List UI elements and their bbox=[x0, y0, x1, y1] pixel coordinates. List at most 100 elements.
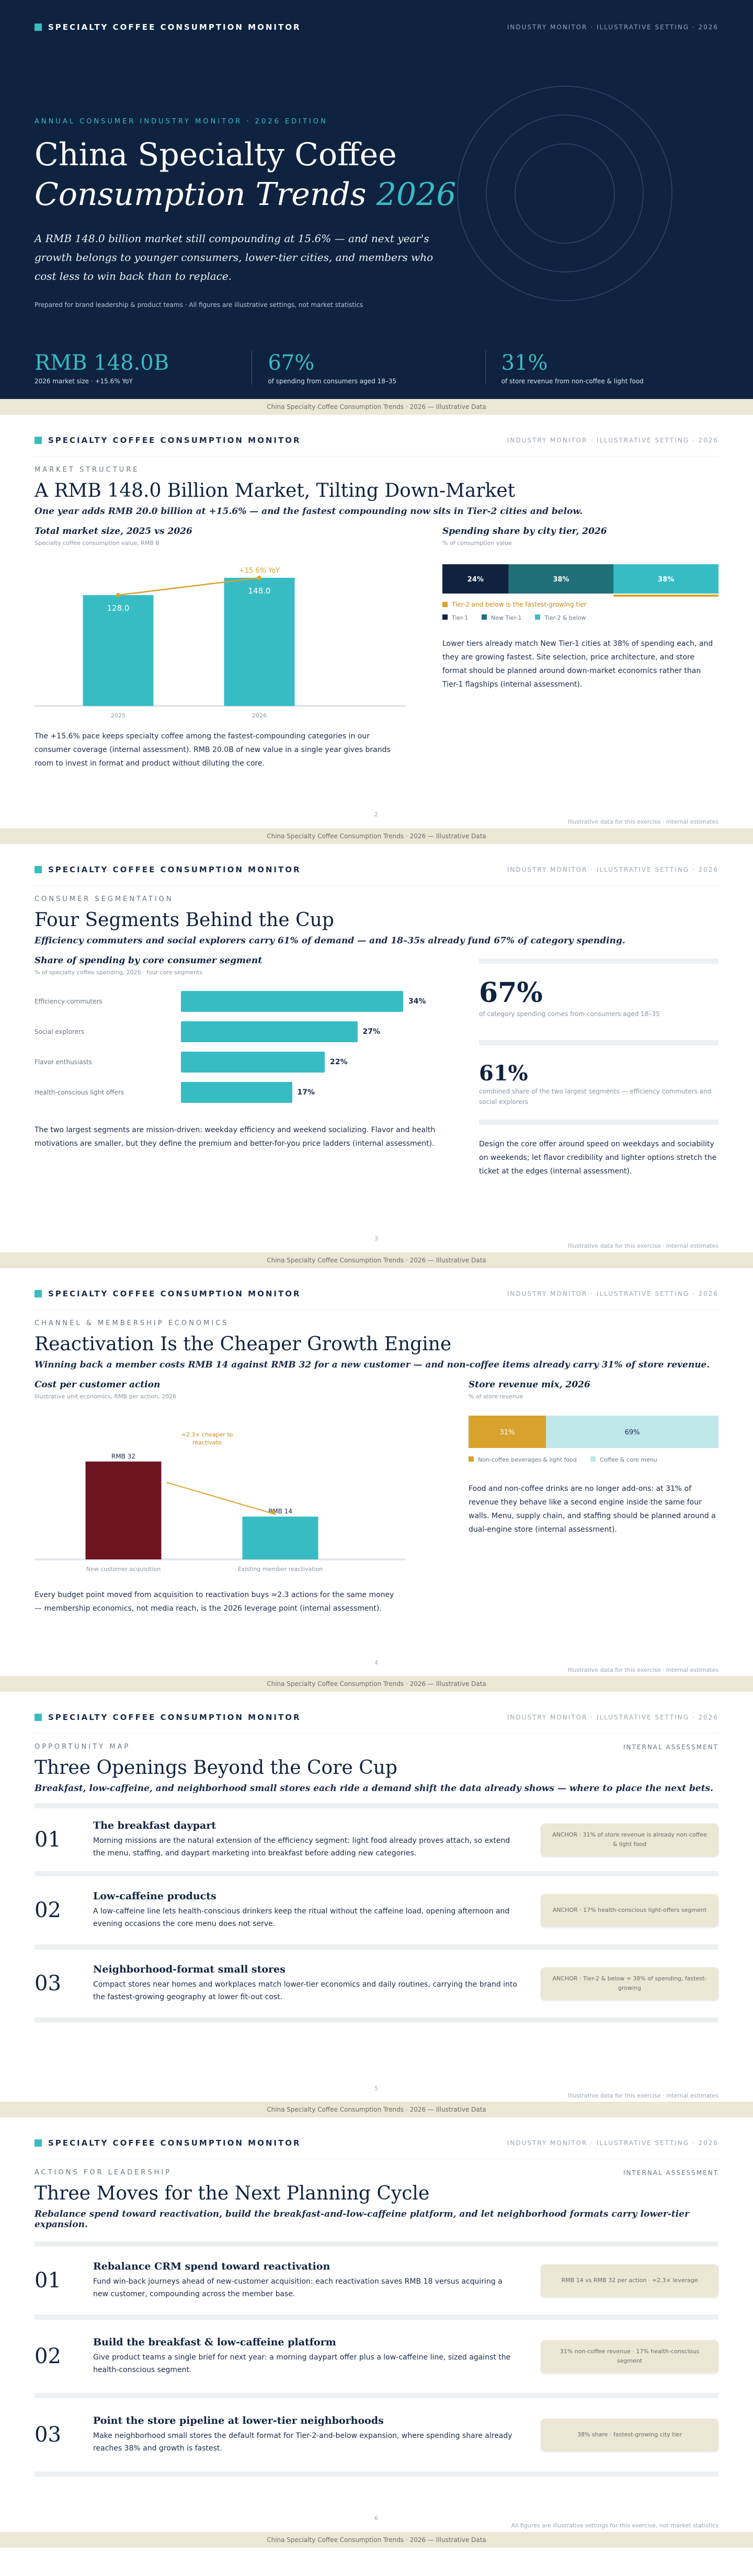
bar bbox=[181, 991, 403, 1012]
cover-content: Annual Consumer Industry Monitor · 2026 … bbox=[35, 118, 505, 309]
bar bbox=[181, 1082, 292, 1103]
legend-item: Non-coffee beverages & light food bbox=[469, 1456, 577, 1463]
arrow-head-icon bbox=[270, 1509, 276, 1515]
header-meta: Industry Monitor · Illustrative Setting … bbox=[507, 1713, 718, 1721]
kicker-row: Opportunity Map Internal Assessment bbox=[35, 1743, 718, 1751]
cover-section: Specialty Coffee Consumption Monitor Ind… bbox=[0, 0, 753, 399]
cover-note: Prepared for brand leadership & product … bbox=[35, 301, 363, 309]
market-body-text: The +15.6% pace keeps specialty coffee a… bbox=[35, 732, 391, 768]
divider bbox=[35, 2471, 718, 2477]
note-swatch bbox=[442, 602, 448, 607]
cover-stat-label: of store revenue from non-coffee & light… bbox=[501, 378, 644, 385]
segment-side-text: Design the core offer around speed on we… bbox=[479, 1140, 717, 1176]
tier-share-chart: 24% 38% 38% bbox=[442, 564, 718, 597]
opportunity-list: 01 The breakfast daypart Morning mission… bbox=[35, 1803, 718, 2023]
page-footer: China Specialty Coffee Consumption Trend… bbox=[0, 1252, 753, 1268]
brand-square-icon bbox=[35, 436, 42, 444]
bar-value-label: 17% bbox=[297, 1088, 315, 1097]
cover-stat: 31% of store revenue from non-coffee & l… bbox=[485, 350, 718, 385]
divider bbox=[35, 2241, 718, 2247]
stack-segment bbox=[546, 1416, 718, 1448]
list-item: 03 Neighborhood-format small stores Comp… bbox=[35, 1950, 718, 2018]
segment-value-label: 31% bbox=[500, 1429, 515, 1437]
list-item: 02 Build the breakfast & low-caffeine pl… bbox=[35, 2320, 718, 2393]
bar-row: Social explorers 27% bbox=[35, 1017, 442, 1047]
cover-stat: 67% of spending from consumers aged 18–3… bbox=[252, 350, 485, 385]
metric-chip: 38% share · fastest-growing city tier bbox=[541, 2419, 718, 2451]
cover-stat-value: 31% bbox=[501, 351, 548, 375]
brand-name: Specialty Coffee Consumption Monitor bbox=[48, 22, 301, 32]
segment-value-label: 38% bbox=[658, 576, 674, 584]
panel-caption: % of store revenue bbox=[469, 1393, 523, 1400]
legend-item: Tier-1 bbox=[442, 614, 468, 621]
bar-value-label: 22% bbox=[330, 1058, 348, 1066]
item-title: Point the store pipeline at lower-tier n… bbox=[93, 2415, 384, 2426]
section-topbar: Specialty Coffee Consumption Monitor Ind… bbox=[35, 2117, 718, 2159]
cover-stats: RMB 148.0B 2026 market size · +15.6% YoY… bbox=[35, 350, 718, 385]
divider bbox=[479, 959, 718, 964]
tier-note-text: Tier-2 and below is the fastest-growing … bbox=[452, 601, 587, 608]
cover-title: China Specialty Coffee Consumption Trend… bbox=[35, 135, 505, 214]
panel-title: Share of spending by core consumer segme… bbox=[35, 955, 263, 966]
growth-point bbox=[116, 593, 120, 597]
mix-body-text: Food and non-coffee drinks are no longer… bbox=[469, 1485, 716, 1534]
section-subtitle: Rebalance spend toward reactivation, bui… bbox=[35, 2209, 689, 2230]
section-subtitle: One year adds RMB 20.0 billion at +15.6%… bbox=[35, 506, 583, 517]
revenue-mix-chart: 31% 69% bbox=[469, 1416, 718, 1448]
page-number: 4 bbox=[374, 1659, 378, 1666]
item-description: Give product teams a single brief for ne… bbox=[93, 2353, 511, 2374]
page-footer: China Specialty Coffee Consumption Trend… bbox=[0, 828, 753, 844]
section-title: Four Segments Behind the Cup bbox=[35, 909, 334, 931]
divider bbox=[35, 1944, 718, 1950]
item-number: 02 bbox=[35, 2344, 61, 2368]
item-description: A low-caffeine line lets health-consciou… bbox=[93, 1907, 510, 1928]
bar-category-label: Social explorers bbox=[35, 1028, 85, 1035]
bar-row: Health-conscious light offers 17% bbox=[35, 1077, 442, 1108]
panel-title: Store revenue mix, 2026 bbox=[469, 1380, 590, 1390]
tick-label: 2026 bbox=[252, 712, 267, 719]
item-description: Fund win-back journeys ahead of new-cust… bbox=[93, 2277, 503, 2298]
legend-item: Coffee & core menu bbox=[590, 1456, 657, 1463]
tick-label: 2025 bbox=[111, 712, 126, 719]
page-number: 2 bbox=[374, 811, 378, 818]
kicker-right: Internal Assessment bbox=[623, 2169, 718, 2176]
market-size-chart: 128.0 2025 148.0 2026 +15.6% YoY bbox=[35, 567, 406, 719]
section-topbar: Specialty Coffee Consumption Monitor Ind… bbox=[35, 415, 718, 457]
item-title: Build the breakfast & low-caffeine platf… bbox=[93, 2336, 336, 2348]
highlight-bar bbox=[613, 595, 718, 597]
tick-label: Existing member reactivation bbox=[238, 1566, 323, 1572]
cost-body-text: Every budget point moved from acquisitio… bbox=[35, 1591, 394, 1613]
section-topbar: Specialty Coffee Consumption Monitor Ind… bbox=[35, 844, 718, 886]
section-title: Three Moves for the Next Planning Cycle bbox=[35, 2183, 430, 2204]
bar-track: 27% bbox=[181, 1021, 442, 1042]
section-topbar: Specialty Coffee Consumption Monitor Ind… bbox=[35, 1692, 718, 1734]
stat-label: combined share of the two largest segmen… bbox=[479, 1088, 712, 1105]
brand: Specialty Coffee Consumption Monitor bbox=[35, 2138, 301, 2148]
brand: Specialty Coffee Consumption Monitor bbox=[35, 865, 301, 874]
action-list: 01 Rebalance CRM spend toward reactivati… bbox=[35, 2241, 718, 2477]
mix-legend: Non-coffee beverages & light food Coffee… bbox=[469, 1456, 718, 1463]
panel-caption: Specialty coffee consumption value, RMB … bbox=[35, 540, 159, 546]
panel-caption: Illustrative unit economics, RMB per act… bbox=[35, 1393, 177, 1400]
page-footer: China Specialty Coffee Consumption Trend… bbox=[0, 399, 753, 415]
divider bbox=[479, 1040, 718, 1045]
cover-eyebrow: Annual Consumer Industry Monitor · 2026 … bbox=[35, 118, 328, 126]
section-title: A RMB 148.0 Billion Market, Tilting Down… bbox=[35, 480, 516, 501]
header-meta: Industry Monitor · Illustrative Setting … bbox=[507, 1290, 718, 1297]
bar-category-label: Flavor enthusiasts bbox=[35, 1058, 92, 1066]
section-kicker: Opportunity Map bbox=[35, 1743, 131, 1751]
item-number: 01 bbox=[35, 1828, 61, 1852]
kicker-right: Internal Assessment bbox=[623, 1743, 718, 1751]
brand-name: Specialty Coffee Consumption Monitor bbox=[48, 864, 301, 874]
revenue-mix-panel: Store revenue mix, 2026 % of store reven… bbox=[469, 1380, 718, 1615]
bar-row: Flavor enthusiasts 22% bbox=[35, 1047, 442, 1077]
section-topbar: Specialty Coffee Consumption Monitor Ind… bbox=[35, 1268, 718, 1310]
divider bbox=[479, 1120, 718, 1125]
brand-square-icon bbox=[35, 865, 42, 873]
item-description: Morning missions are the natural extensi… bbox=[93, 1837, 510, 1857]
brand-name: Specialty Coffee Consumption Monitor bbox=[48, 1289, 301, 1298]
divider bbox=[35, 1871, 718, 1876]
page-footer: China Specialty Coffee Consumption Trend… bbox=[0, 2102, 753, 2117]
section-subtitle: Breakfast, low-caffeine, and neighborhoo… bbox=[35, 1783, 714, 1794]
bar-value-label: 128.0 bbox=[107, 603, 130, 613]
